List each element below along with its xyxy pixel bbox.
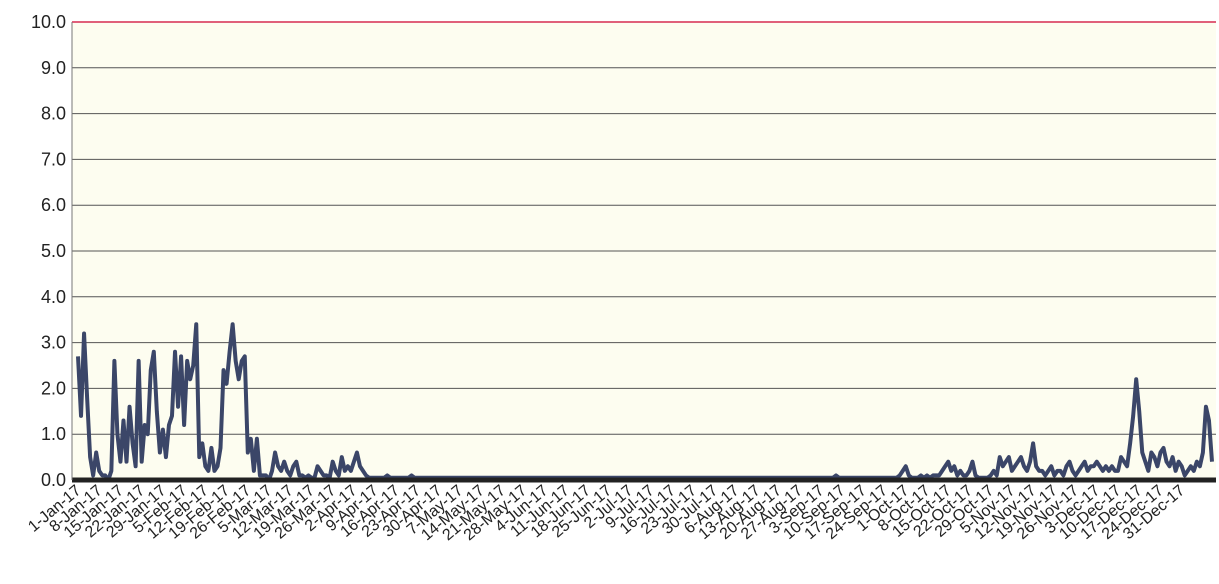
y-tick-label: 1.0 [41,424,66,444]
gridlines [72,67,1216,435]
y-tick-label: 4.0 [41,287,66,307]
y-axis-tick-labels: 0.0 1.0 2.0 3.0 4.0 5.0 6.0 7.0 8.0 9.0 10.0 [31,12,66,490]
y-tick-label: 8.0 [41,104,66,124]
y-tick-label: 7.0 [41,149,66,169]
y-tick-label: 6.0 [41,195,66,215]
y-tick-label: 9.0 [41,58,66,78]
y-tick-label: 5.0 [41,241,66,261]
y-tick-label: 3.0 [41,333,66,353]
y-tick-label: 10.0 [31,12,66,32]
x-axis-tick-labels: 1-Jan-178-Jan-1715-Jan-1722-Jan-1729-Jan… [25,482,1188,544]
y-tick-label: 0.0 [41,470,66,490]
y-tick-label: 2.0 [41,378,66,398]
